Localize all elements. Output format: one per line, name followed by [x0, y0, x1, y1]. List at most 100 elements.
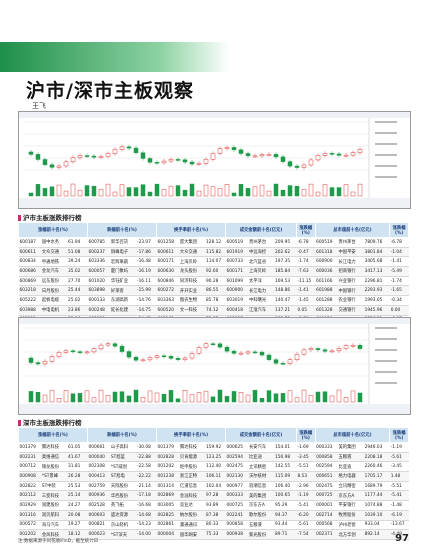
- table-cell: 3417.13: [363, 266, 390, 277]
- column-header: 涨跌幅(%): [295, 222, 316, 238]
- table-cell: 招商银行: [337, 266, 364, 277]
- table-cell: 000001: [315, 500, 338, 511]
- volume-bar: [77, 189, 83, 197]
- candle-body: [266, 154, 272, 156]
- table-cell: 600520: [156, 305, 179, 316]
- table-cell: 盛达资源: [109, 510, 137, 521]
- table-cell: 长江电力: [337, 256, 364, 268]
- table-cell: 601328: [315, 305, 338, 316]
- table-cell: 001314: [156, 481, 179, 492]
- volume-bar: [154, 392, 160, 403]
- column-header: 涨幅前十名(%): [17, 427, 89, 443]
- table-cell: 933.04: [363, 520, 390, 531]
- table-cell: 25.53: [67, 481, 88, 492]
- candle-body: [84, 351, 90, 354]
- volume-bar: [315, 191, 321, 197]
- candle-body: [119, 146, 125, 150]
- candle-body: [294, 165, 300, 168]
- table-cell: 锦龙股份: [40, 461, 67, 473]
- candle-body: [77, 155, 83, 158]
- candle-body: [252, 351, 258, 354]
- candle-body: [322, 153, 328, 156]
- table-cell: 2293.93: [363, 285, 390, 297]
- table-cell: 600834: [18, 256, 41, 268]
- table-cell: -6.78: [296, 237, 316, 248]
- table-cell: 五粮液: [337, 452, 364, 463]
- table-cell: 歌尔股份: [247, 510, 275, 521]
- table-cell: 002112: [18, 490, 41, 502]
- volume-bar: [336, 389, 342, 403]
- candle-body: [98, 156, 104, 158]
- volume-bar: [126, 187, 132, 197]
- table-cell: 601258: [156, 237, 179, 248]
- table-cell: 2208.18: [363, 452, 390, 463]
- table-cell: 000333: [315, 442, 338, 453]
- table-cell: -3.45: [389, 461, 409, 473]
- candle-body: [91, 348, 97, 353]
- table-cell: 中科曙光: [247, 295, 275, 306]
- page-title: 沪市/深市主板观察: [26, 80, 194, 102]
- volume-bar: [42, 188, 48, 197]
- table-cell: 腾达科技: [40, 442, 67, 453]
- table-cell: 001379: [156, 442, 179, 453]
- candle-body: [182, 357, 188, 360]
- candle-body: [112, 149, 118, 154]
- table-cell: 奥维通信: [40, 452, 67, 463]
- table-cell: 农业银行: [337, 295, 364, 306]
- candle-body: [147, 357, 153, 361]
- table-cell: 93.44: [274, 520, 297, 531]
- table-cell: 97.28: [205, 490, 226, 502]
- volume-bar: [133, 187, 139, 197]
- table-cell: 000936: [87, 490, 110, 502]
- table-cell: 51.08: [67, 247, 88, 258]
- table-cell: 同济科技: [178, 276, 206, 287]
- table-cell: -1.48: [389, 500, 409, 511]
- volume-bar: [203, 184, 209, 197]
- volume-bar: [182, 390, 188, 403]
- table-cell: 002825: [156, 510, 179, 521]
- table-cell: -5.41: [296, 500, 316, 511]
- table-cell: -30.08: [136, 442, 157, 453]
- table-cell: 600519: [315, 237, 338, 248]
- volume-bar: [231, 391, 237, 403]
- table-cell: 142.55: [274, 461, 297, 473]
- table-cell: ST中装: [40, 481, 67, 492]
- table-cell: 600057: [87, 266, 110, 277]
- candle-body: [126, 351, 132, 358]
- candle-body: [105, 343, 111, 346]
- table-cell: 贵州茅台: [247, 237, 275, 248]
- table-cell: 兴业银行: [337, 276, 364, 287]
- table-cell: 600900: [225, 285, 248, 297]
- table-cell: 600171: [156, 256, 179, 268]
- table-cell: 东湖高新: [109, 295, 137, 306]
- volume-bar: [77, 393, 83, 403]
- axis-label: [375, 176, 397, 178]
- header-row: 涨幅前十名(%) 跌幅前十名(%) 换手率前十名(%) 成交金额前十名(亿元) 涨跌幅(…: [17, 427, 409, 443]
- candle-body: [315, 348, 321, 350]
- table-cell: 87.38: [205, 510, 226, 521]
- table-cell: 002594: [225, 452, 248, 463]
- table-row: 002112 三变科技 25.14 000936 华西股份 -17.18 002869 金溢科…: [18, 490, 409, 502]
- volume-bar: [112, 391, 118, 403]
- candle-body: [287, 359, 293, 364]
- table-cell: -17.86: [136, 247, 157, 258]
- table-cell: 000908: [18, 471, 41, 482]
- candle-body: [245, 153, 251, 157]
- table-cell: 102.04: [205, 481, 226, 492]
- table-cell: -1.41: [389, 256, 409, 268]
- table-cell: 892.14: [363, 529, 390, 540]
- table-cell: 002869: [156, 490, 179, 502]
- table-cell: 002475: [225, 461, 248, 473]
- header-row: 涨幅前十名(%) 跌幅前十名(%) 换手率前十名(%) 成交金额前十名(亿元) 涨跌幅(…: [17, 222, 409, 238]
- table-cell: 600237: [87, 247, 110, 258]
- table-cell: 牧原股份: [337, 510, 364, 521]
- table-cell: 600248: [87, 305, 110, 316]
- table-cell: 三变科技: [40, 490, 67, 502]
- volume-bar: [189, 394, 195, 403]
- table-cell: 202.62: [274, 247, 297, 258]
- table-cell: -14.00: [136, 529, 157, 540]
- table-cell: 五粮液: [247, 520, 275, 531]
- table-cell: 603988: [18, 305, 41, 316]
- table-cell: 80.33: [205, 520, 226, 531]
- table-cell: 106.11: [205, 471, 226, 482]
